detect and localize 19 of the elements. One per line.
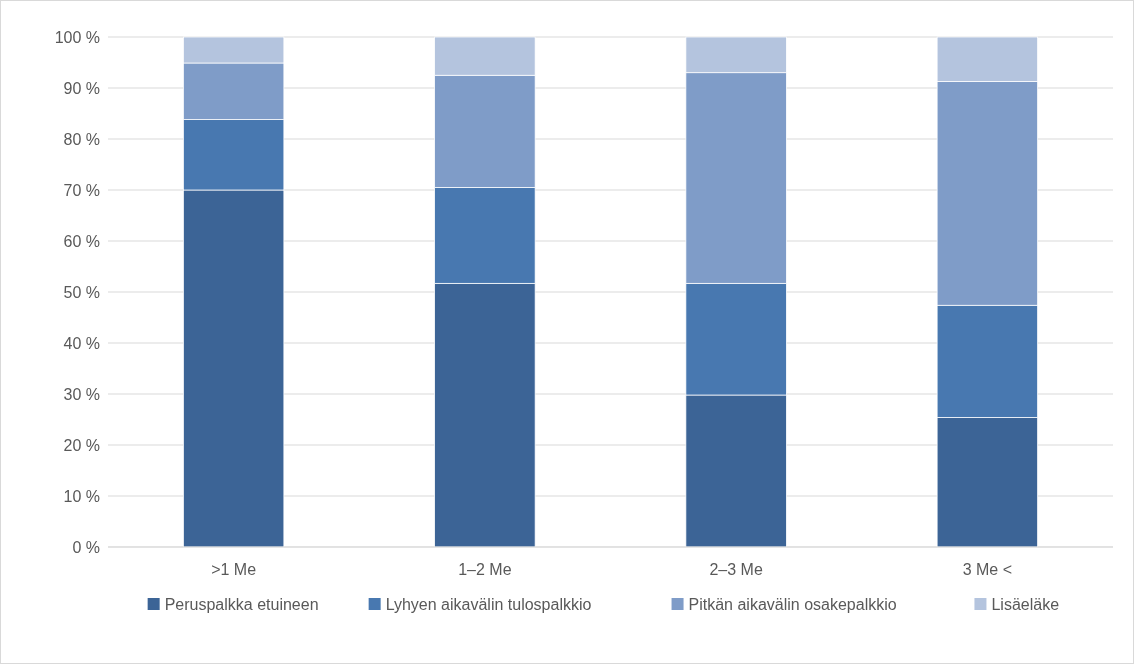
y-tick-label: 60 % — [63, 232, 100, 250]
y-tick-label: 40 % — [63, 334, 100, 352]
y-tick-label: 90 % — [63, 79, 100, 97]
x-tick-label: 3 Me < — [962, 561, 1013, 578]
x-tick-label: >1 Me — [211, 561, 257, 578]
x-tick-label: 1–2 Me — [458, 561, 512, 578]
legend-label: Peruspalkka etuineen — [164, 595, 319, 613]
y-tick-label: 80 % — [63, 130, 100, 148]
y-tick-label: 10 % — [63, 487, 100, 505]
y-tick-label: 20 % — [63, 436, 100, 454]
x-tick-label: 2–3 Me — [709, 561, 763, 578]
y-tick-label: 100 % — [54, 28, 100, 46]
y-tick-label: 50 % — [63, 283, 100, 301]
legend-label: Pitkän aikavälin osakepalkkio — [688, 595, 897, 613]
legend-label: Lyhyen aikavälin tulospalkkio — [385, 595, 592, 613]
legend-label: Lisäeläke — [991, 595, 1060, 613]
y-tick-label: 30 % — [63, 385, 100, 403]
y-tick-label: 70 % — [63, 181, 100, 199]
y-tick-label: 0 % — [72, 538, 100, 556]
